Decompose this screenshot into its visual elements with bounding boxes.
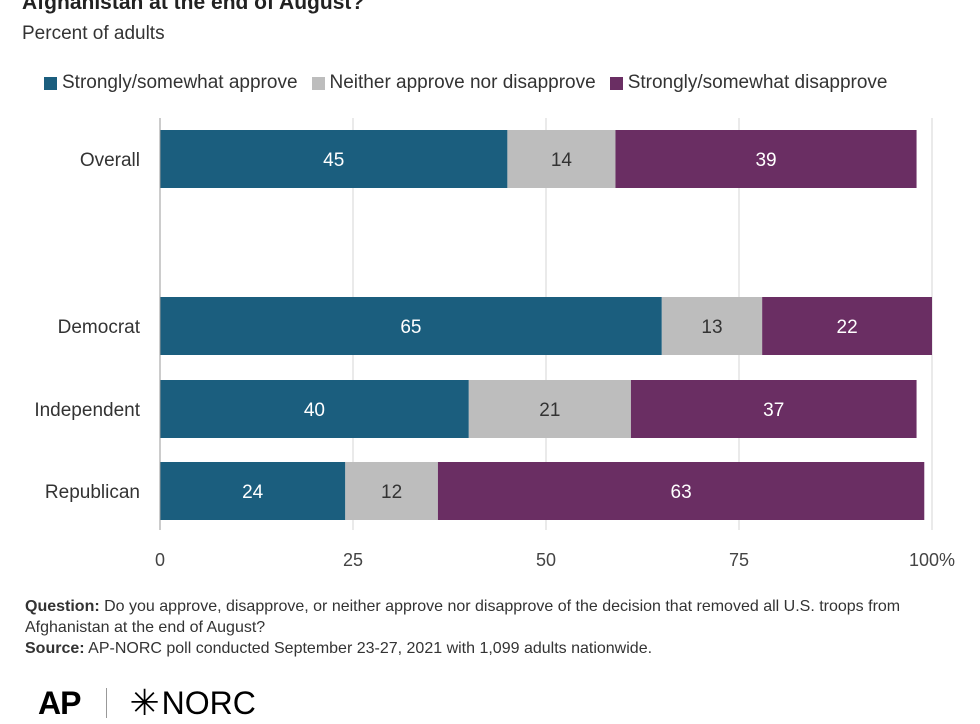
- x-tick-label: 0: [155, 550, 165, 570]
- legend-swatch-disapprove: [609, 76, 623, 90]
- legend-label-approve: Strongly/somewhat approve: [62, 72, 298, 93]
- question-text: Do you approve, disapprove, or neither a…: [25, 598, 901, 636]
- legend-item-neither: Neither approve nor disapprove: [311, 72, 596, 94]
- legend-item-disapprove: Strongly/somewhat disapprove: [609, 72, 888, 94]
- data-label: 13: [701, 317, 722, 338]
- question-line: Question: Do you approve, disapprove, or…: [25, 596, 960, 638]
- bar-segment-neither: [507, 130, 616, 188]
- data-label: 12: [381, 482, 402, 503]
- x-tick-label: 50: [536, 550, 556, 570]
- data-label: 65: [400, 317, 421, 338]
- source-line: Source: AP-NORC poll conducted September…: [25, 638, 960, 659]
- legend-label-neither: Neither approve nor disapprove: [329, 72, 596, 93]
- bar-segment-disapprove: [630, 380, 917, 438]
- category-label: Democrat: [58, 317, 141, 338]
- data-label: 14: [551, 150, 573, 171]
- bar-segment-disapprove: [437, 462, 925, 520]
- category-label: Overall: [80, 150, 140, 171]
- x-tick-label: 75: [729, 550, 749, 570]
- norc-logo-text: NORC: [161, 684, 256, 721]
- ap-logo: AP: [38, 684, 81, 721]
- category-label: Republican: [45, 482, 140, 503]
- bar-segment-disapprove: [762, 297, 932, 355]
- logo-divider: [106, 688, 108, 718]
- bar-segment-approve: [160, 380, 469, 438]
- data-label: 39: [755, 150, 776, 171]
- legend: Strongly/somewhat approve Neither approv…: [44, 72, 902, 94]
- x-tick-label: 25: [343, 550, 363, 570]
- legend-label-disapprove: Strongly/somewhat disapprove: [627, 72, 888, 93]
- data-label: 63: [671, 482, 692, 503]
- question-label: Question:: [25, 598, 100, 615]
- chart-subtitle: Percent of adults: [22, 23, 165, 44]
- chart-title: Afghanistan at the end of August?: [22, 0, 365, 14]
- logos: AP ✳ NORC: [38, 682, 256, 724]
- x-tick-label: 100%: [909, 550, 955, 570]
- norc-logo: ✳ NORC: [129, 682, 255, 724]
- legend-swatch-neither: [311, 76, 325, 90]
- bar-segment-approve: [160, 297, 662, 355]
- data-label: 37: [763, 400, 784, 421]
- bar-segment-disapprove: [615, 130, 917, 188]
- bar-segment-neither: [345, 462, 438, 520]
- legend-item-approve: Strongly/somewhat approve: [44, 72, 298, 94]
- data-label: 45: [323, 150, 344, 171]
- norc-star-icon: ✳: [129, 682, 160, 723]
- bar-segment-approve: [160, 130, 508, 188]
- bar-segment-neither: [468, 380, 631, 438]
- bar-segment-approve: [160, 462, 346, 520]
- stacked-bar-chart: 0 25 50 75 100% Overall 45 14 39 Democrat 65 13 22 In…: [34, 118, 955, 570]
- data-label: 40: [304, 400, 325, 421]
- legend-swatch-approve: [44, 76, 57, 90]
- source-label: Source:: [25, 640, 85, 657]
- bar-segment-neither: [661, 297, 763, 355]
- footnote: Question: Do you approve, disapprove, or…: [25, 596, 960, 659]
- category-label: Independent: [34, 400, 140, 421]
- data-label: 24: [242, 482, 264, 503]
- data-label: 21: [539, 400, 560, 421]
- data-label: 22: [837, 317, 858, 338]
- source-text: AP-NORC poll conducted September 23-27, …: [88, 640, 653, 657]
